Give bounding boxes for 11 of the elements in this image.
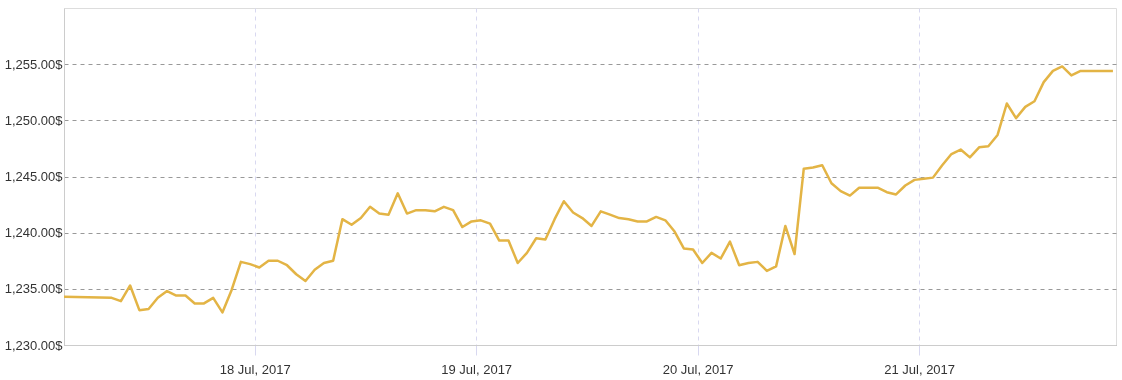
line-series [62, 65, 1115, 314]
x-tick-label: 18 Jul, 2017 [219, 361, 291, 377]
y-tick-label: 1,250.00$ [4, 112, 64, 128]
y-tick-label: 1,235.00$ [4, 281, 64, 297]
y-tick-label: 1,240.00$ [4, 225, 64, 241]
y-tick-label: 1,230.00$ [4, 337, 64, 353]
y-tick-label: 1,245.00$ [4, 169, 64, 184]
x-tick-label: 20 Jul, 2017 [662, 361, 734, 377]
x-tick-label: 21 Jul, 2017 [884, 361, 956, 377]
y-tick-label: 1,255.00$ [4, 56, 64, 72]
x-tick-label: 19 Jul, 2017 [441, 361, 513, 377]
